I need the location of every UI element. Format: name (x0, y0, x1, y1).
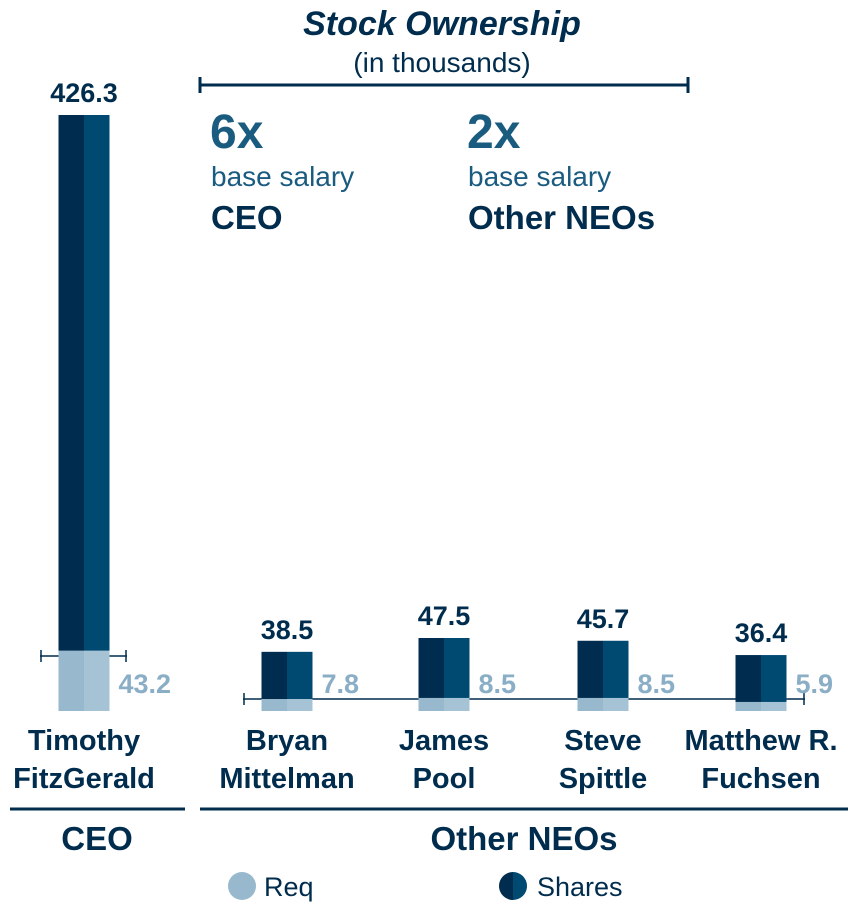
shares-bar-0-left (58, 115, 84, 711)
shares-value-label-4: 36.4 (735, 618, 788, 648)
legend-item-req: Req (228, 872, 314, 902)
legend-swatch-shares-right (513, 872, 527, 900)
req-bar-3-right (603, 697, 629, 711)
req-bar-0-right (84, 650, 110, 711)
shares-bar-4-right (761, 655, 787, 711)
legend: Req Shares (228, 872, 623, 902)
category-label-3-line1: Steve (564, 725, 641, 757)
legend-swatch-shares-left (499, 872, 513, 900)
req-bar-1-right (287, 699, 313, 711)
title-bracket (198, 77, 690, 93)
legend-swatch-req (228, 872, 256, 900)
req-value-label-4: 5.9 (796, 669, 834, 699)
category-label-4-line2: Fuchsen (701, 763, 820, 795)
guideline-neo-group: Other NEOs (468, 199, 655, 236)
req-value-label-2: 8.5 (479, 669, 517, 699)
category-label-1-line2: Mittelman (219, 763, 354, 795)
req-bar-4-left (735, 701, 761, 711)
legend-label-req: Req (264, 872, 314, 902)
group-label-other-neos: Other NEOs (430, 820, 617, 857)
shares-bar-4-left (735, 655, 761, 711)
shares-value-label-0: 426.3 (50, 78, 118, 108)
req-bar-1-left (261, 699, 287, 711)
category-label-4-line1: Matthew R. (684, 725, 837, 757)
legend-item-shares: Shares (499, 872, 623, 902)
req-bar-2-left (418, 697, 444, 711)
chart-title: Stock Ownership (303, 5, 581, 43)
category-label-0-line1: Timothy (28, 725, 140, 757)
req-bar-2-right (444, 697, 470, 711)
req-value-label-3: 8.5 (638, 669, 676, 699)
shares-value-label-3: 45.7 (577, 604, 630, 634)
category-label-0-line2: FitzGerald (13, 763, 155, 795)
guideline-ceo-multiple: 6x (210, 106, 264, 159)
category-label-2-line2: Pool (413, 763, 476, 795)
bars-layer: 426.3 43.2 Timothy FitzGerald 38.5 7.8 Bryan Mi… (13, 78, 837, 795)
shares-value-label-2: 47.5 (418, 601, 471, 631)
req-bar-4-right (761, 701, 787, 711)
legend-label-shares: Shares (537, 872, 623, 902)
guideline-ceo-group: CEO (211, 199, 283, 236)
chart-subtitle: (in thousands) (353, 47, 530, 78)
req-value-label-0: 43.2 (119, 669, 172, 699)
guideline-neo-basis: base salary (468, 161, 611, 192)
req-bar-0-left (58, 650, 84, 711)
category-label-2-line1: James (399, 725, 489, 757)
req-value-label-1: 7.8 (322, 669, 360, 699)
req-bar-3-left (577, 697, 603, 711)
guideline-neo-multiple: 2x (467, 106, 521, 159)
guideline-other-neos: 2x base salary Other NEOs (467, 106, 655, 236)
shares-bar-0-right (84, 115, 110, 711)
category-label-1-line1: Bryan (246, 725, 328, 757)
guideline-ceo-basis: base salary (211, 161, 354, 192)
guideline-ceo: 6x base salary CEO (210, 106, 354, 236)
shares-value-label-1: 38.5 (261, 615, 314, 645)
category-label-3-line2: Spittle (559, 763, 648, 795)
group-label-ceo: CEO (61, 820, 133, 857)
